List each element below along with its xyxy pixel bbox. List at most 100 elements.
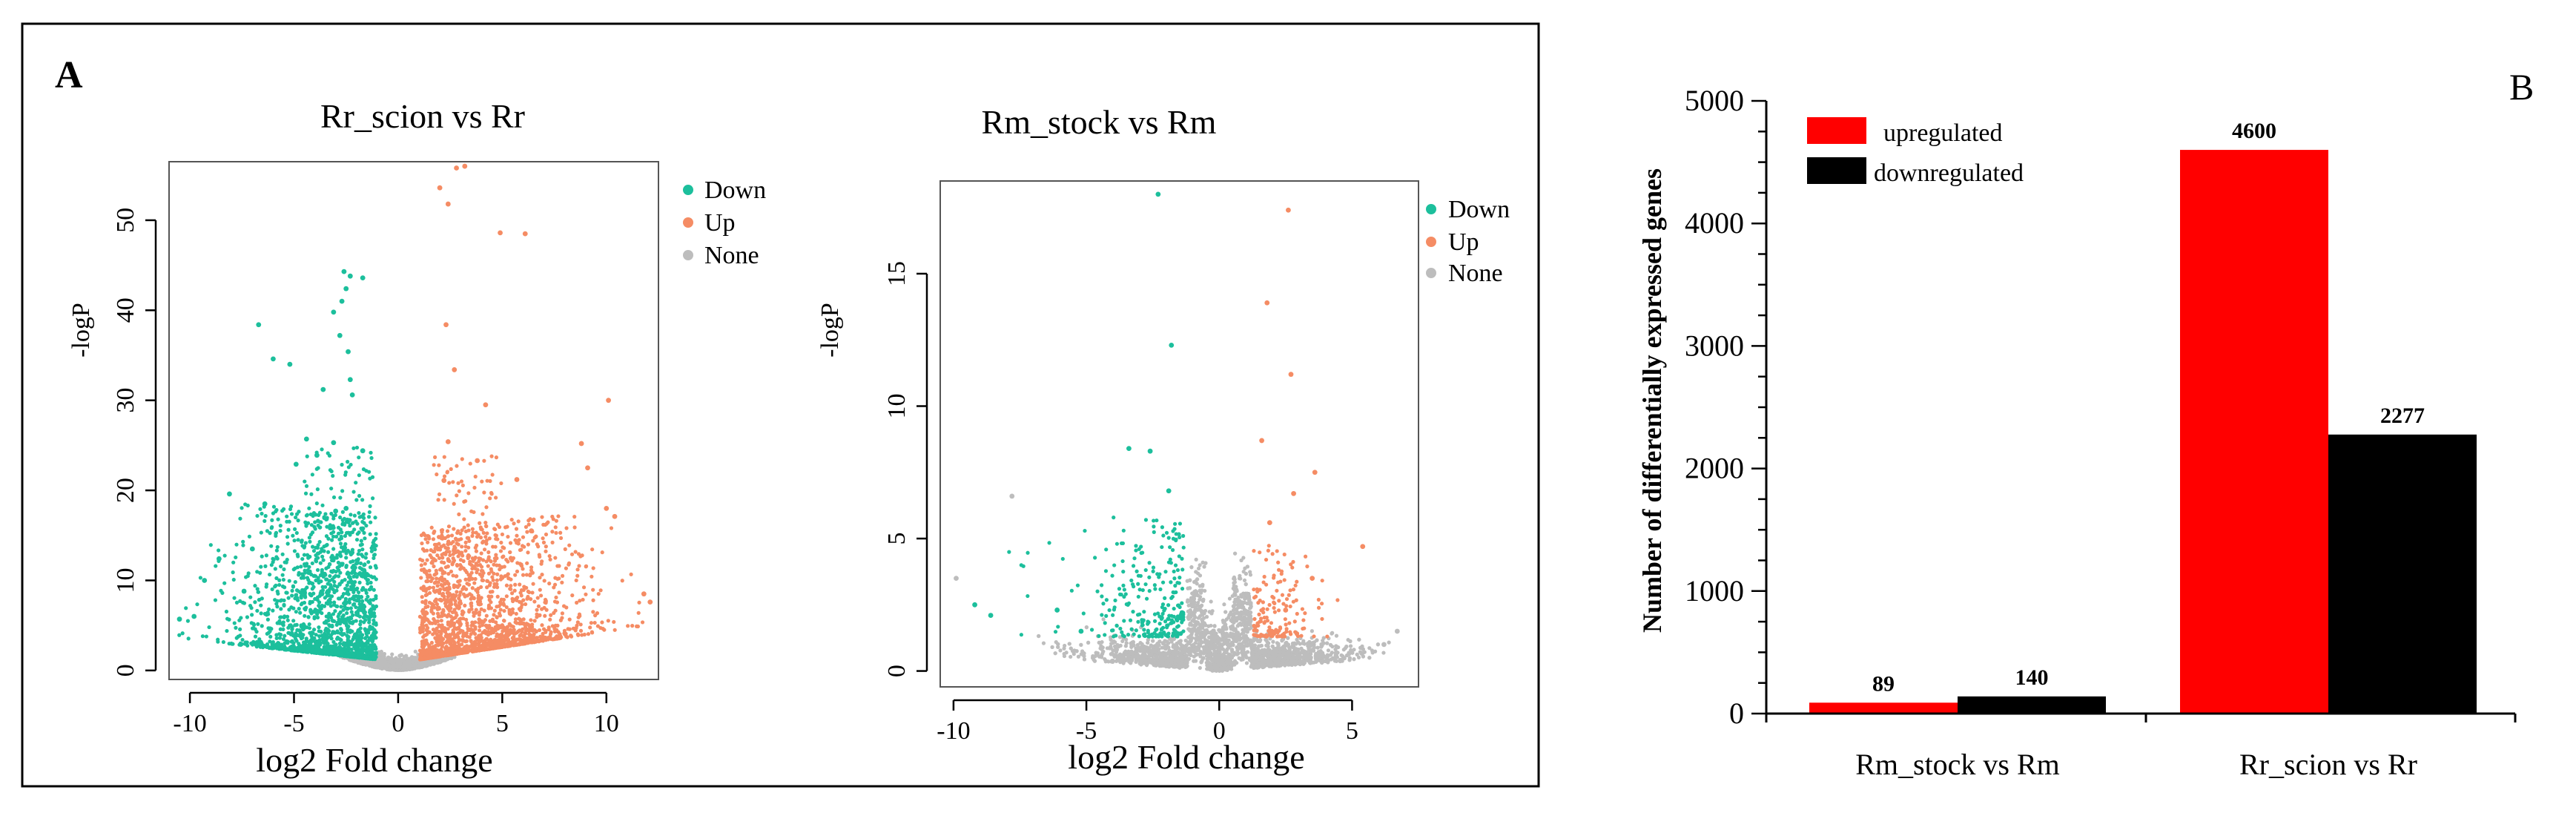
down-point [300, 588, 304, 592]
up-point [482, 531, 486, 535]
down-point [326, 451, 330, 455]
down-point [371, 541, 375, 544]
none-point [400, 653, 403, 656]
up-point [463, 499, 467, 503]
down-point [255, 609, 259, 613]
down-point [357, 590, 360, 594]
down-point [303, 614, 306, 618]
up-point [440, 536, 444, 539]
none-point [405, 659, 409, 663]
down-point [303, 625, 306, 629]
up-point [485, 539, 489, 542]
down-point [366, 560, 370, 564]
down-point [304, 492, 308, 495]
down-point [340, 595, 344, 599]
up-point [468, 592, 472, 596]
down-point [266, 612, 270, 616]
down-outlier-point [348, 377, 353, 382]
down-point [260, 596, 264, 600]
up-point [481, 539, 485, 543]
x-tick-label: 5 [496, 710, 509, 737]
up-point [444, 645, 448, 648]
down-outlier-point [314, 452, 320, 458]
down-point [369, 565, 372, 569]
up-point [564, 526, 568, 530]
up-point [451, 562, 455, 566]
up-point [418, 656, 422, 659]
down-outlier-point [256, 322, 261, 327]
down-point [324, 619, 328, 623]
down-point [274, 508, 278, 512]
up-point [495, 632, 499, 636]
up-point [452, 583, 456, 587]
up-point [621, 579, 624, 582]
down-point [305, 636, 308, 640]
down-point [299, 564, 303, 568]
down-point [278, 529, 282, 533]
down-point [295, 628, 299, 632]
up-point [612, 620, 615, 624]
down-point [291, 534, 294, 538]
up-point [419, 576, 423, 579]
up-point [513, 583, 517, 587]
down-point [286, 619, 290, 622]
up-point [472, 581, 476, 585]
down-outlier-point [331, 440, 336, 445]
up-point [553, 556, 557, 559]
up-point [481, 579, 485, 582]
down-point [369, 585, 373, 589]
up-point [440, 530, 443, 534]
down-point [275, 636, 279, 640]
up-point [456, 640, 460, 644]
none-point [381, 658, 385, 662]
up-point [460, 528, 464, 532]
up-point [462, 517, 466, 521]
up-point [531, 539, 535, 542]
down-point [249, 642, 253, 645]
up-point [424, 599, 428, 603]
up-point [489, 595, 493, 599]
up-point [451, 540, 455, 544]
up-point [533, 619, 537, 622]
up-point [568, 618, 572, 622]
up-point [425, 587, 429, 590]
down-point [337, 568, 340, 572]
down-point [268, 573, 271, 576]
up-point [429, 561, 433, 564]
down-point [282, 604, 285, 608]
up-point [432, 589, 436, 593]
down-outlier-point [294, 461, 299, 467]
none-point [414, 665, 417, 668]
up-point [452, 559, 456, 562]
down-point [195, 602, 199, 606]
up-point [570, 593, 574, 597]
down-point [316, 578, 320, 582]
up-point [485, 479, 489, 483]
up-point [428, 601, 432, 605]
down-point [277, 583, 281, 587]
up-point [521, 536, 525, 539]
up-point [564, 567, 568, 570]
up-outlier-point [452, 367, 457, 372]
down-point [357, 494, 361, 498]
down-point [276, 592, 280, 596]
up-point [470, 577, 474, 581]
legend-none-marker [683, 250, 693, 260]
up-point [515, 642, 518, 646]
down-point [311, 562, 314, 565]
up-point [472, 596, 476, 600]
up-point [423, 537, 427, 541]
down-point [316, 487, 320, 491]
up-point [495, 616, 499, 619]
down-point [331, 640, 335, 644]
down-point [370, 608, 374, 611]
down-point [286, 528, 290, 532]
down-outlier-point [343, 286, 349, 292]
up-point [433, 599, 437, 603]
down-point [256, 622, 260, 626]
up-point [460, 457, 464, 461]
down-point [363, 655, 366, 659]
up-point [480, 565, 483, 569]
up-point [466, 524, 470, 527]
down-point [260, 611, 263, 615]
